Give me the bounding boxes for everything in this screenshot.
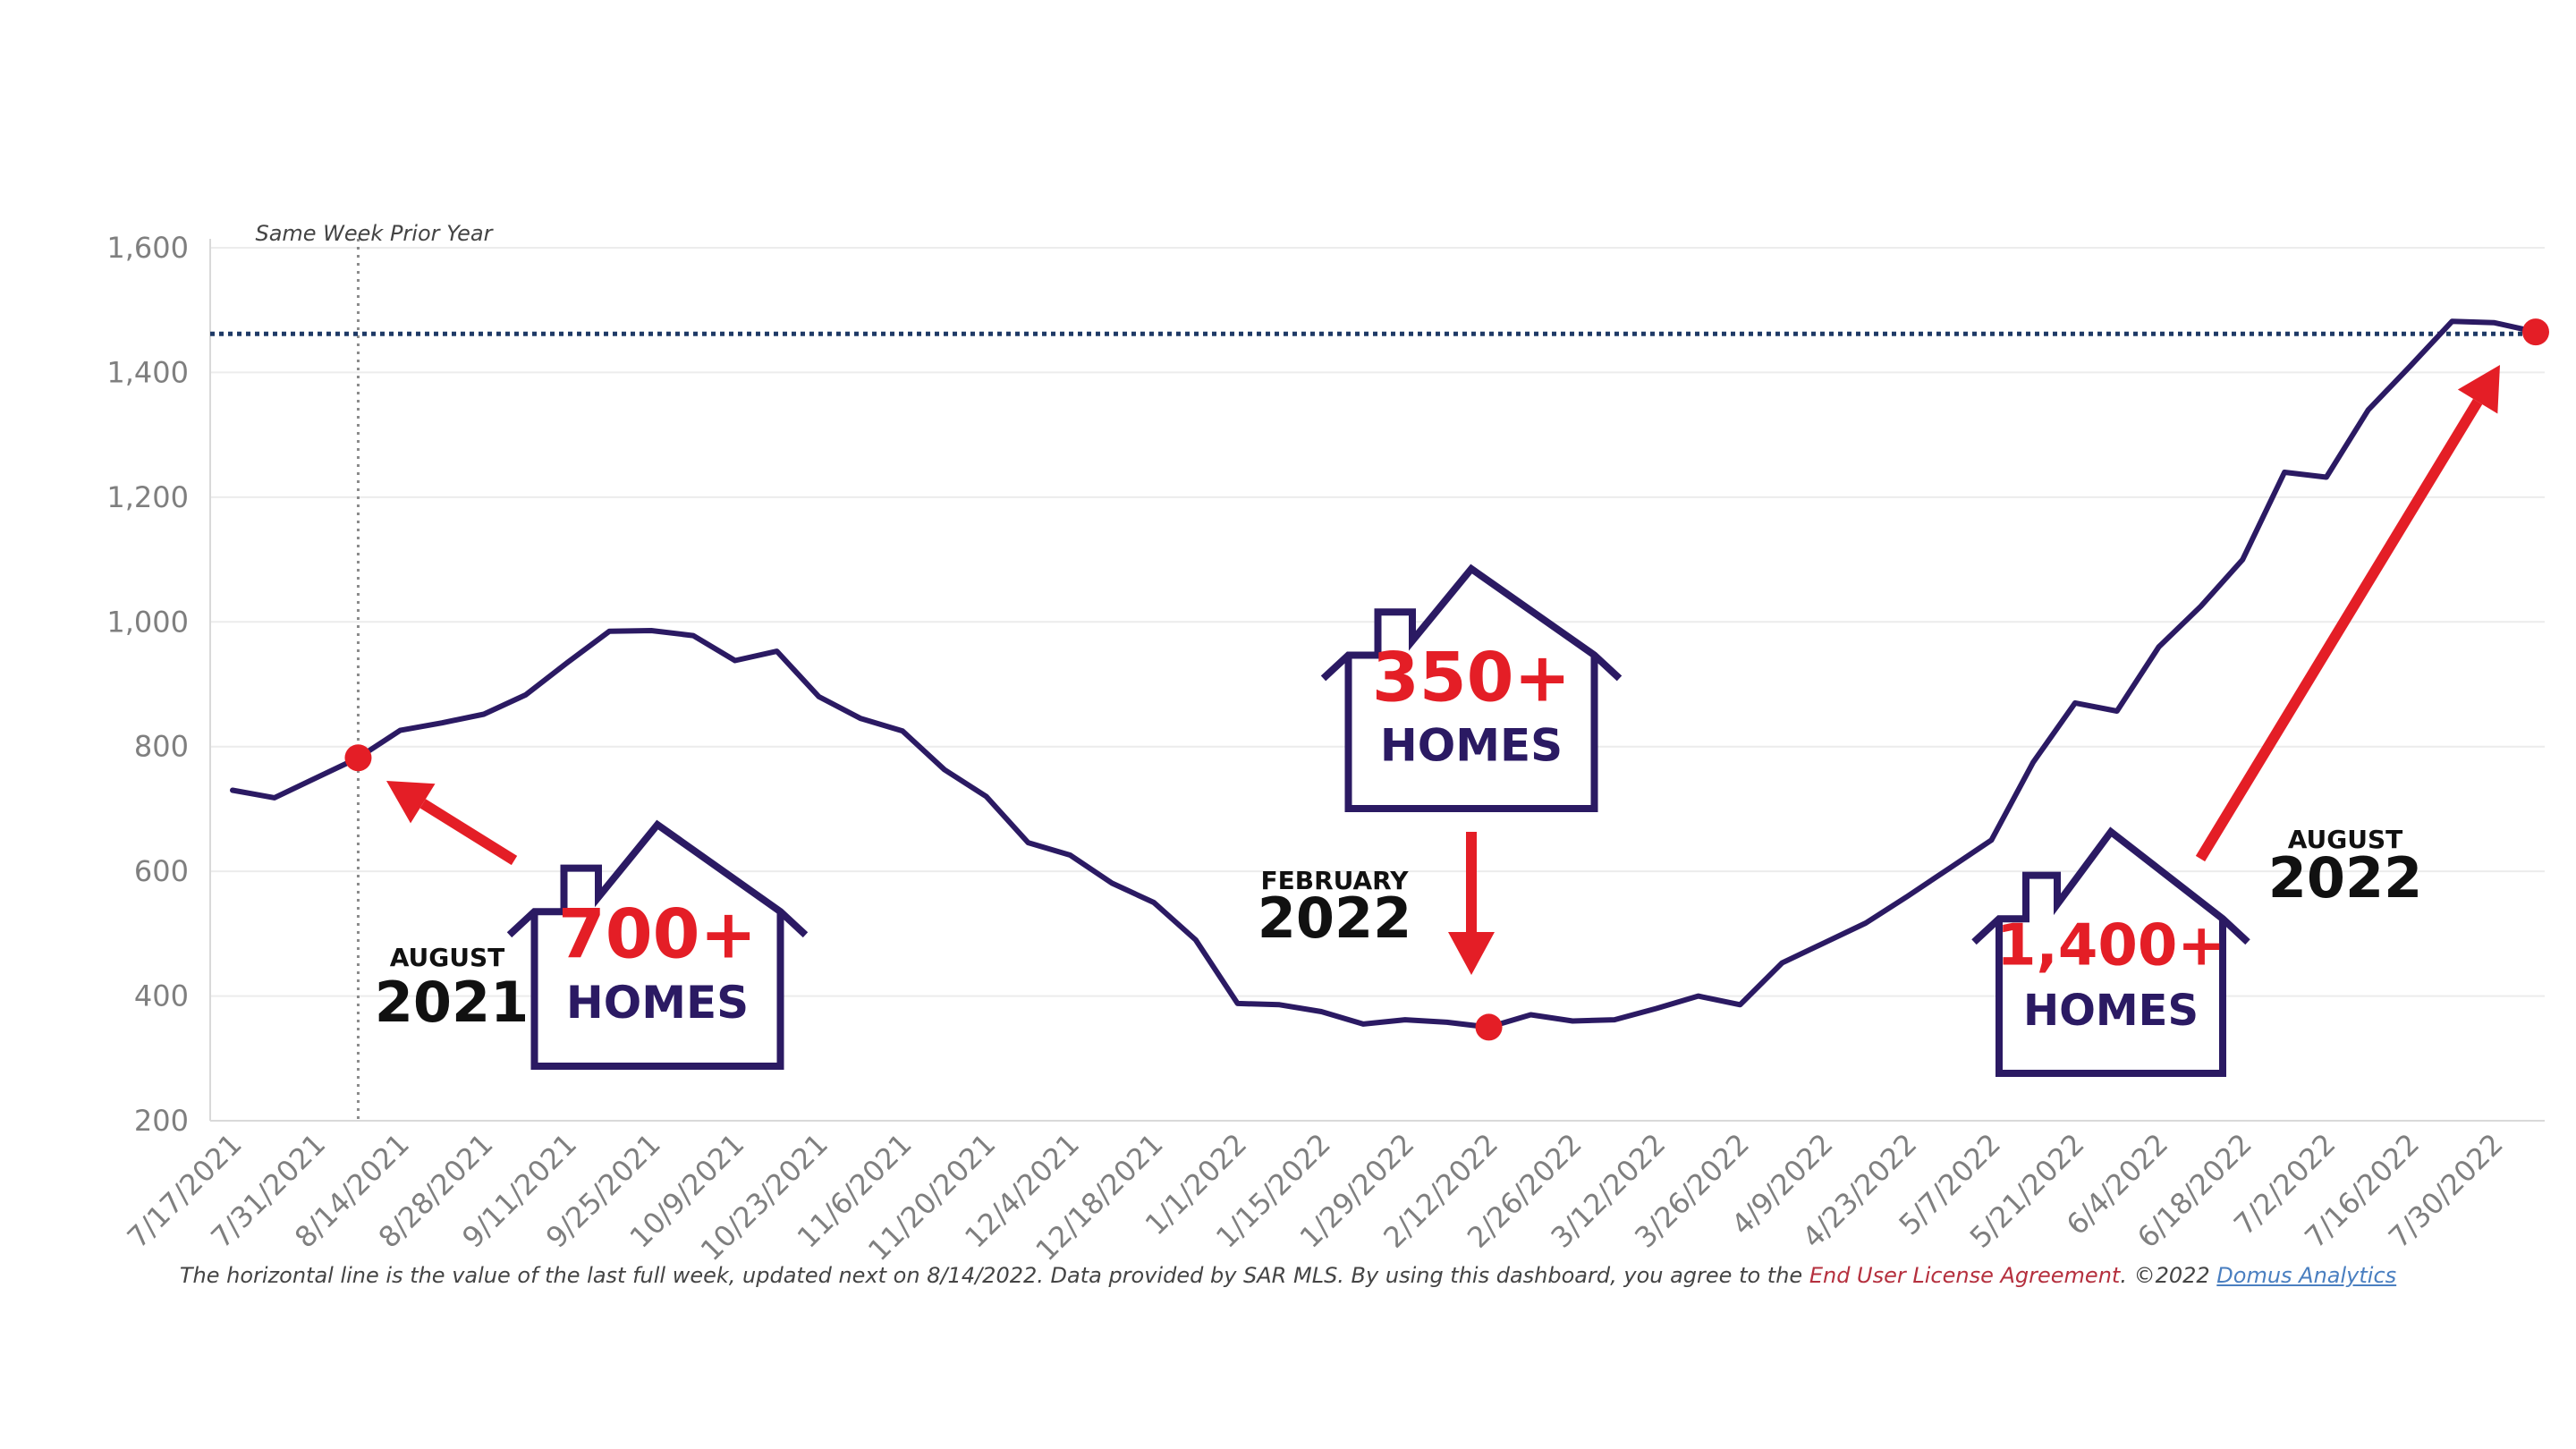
series-line [230, 318, 2538, 1030]
annotation-homes-label: HOMES [2023, 986, 2199, 1036]
footer-copyright: . ©2022 [2120, 1263, 2217, 1288]
y-tick-label: 200 [134, 1104, 189, 1138]
annotation-count: 1,400+ [1996, 913, 2225, 979]
series-line-group [230, 318, 2538, 1030]
annotation-arrow-shaft [419, 799, 518, 866]
reference-week-marker: Same Week Prior Year [255, 221, 495, 1121]
annotation-arrow-head [386, 781, 436, 824]
annotation-arrow-shaft [2195, 398, 2483, 862]
house-icon [506, 819, 809, 1070]
y-tick-label: 400 [134, 979, 189, 1013]
y-tick-label: 800 [134, 730, 189, 764]
annotation-year: 2022 [1258, 886, 1412, 951]
annotation-arrow-head [2457, 365, 2500, 414]
house-icon [1320, 564, 1623, 812]
y-tick-label: 1,400 [106, 355, 189, 389]
eula-link[interactable]: End User License Agreement [1809, 1263, 2121, 1288]
annotation-homes-label: HOMES [1380, 719, 1563, 771]
annotation-month: AUGUST [390, 943, 505, 972]
highlight-point [1475, 1013, 1503, 1041]
x-axis: 7/17/20217/31/20218/14/20218/28/20219/11… [121, 1127, 2510, 1267]
footer-text: The horizontal line is the value of the … [179, 1263, 1809, 1288]
highlight-point [344, 744, 372, 772]
annotation-homes-label: HOMES [566, 977, 749, 1029]
y-axis: 200 400 600 800 1,000 1,200 1,400 1,600 [106, 231, 2545, 1138]
domus-analytics-link[interactable]: Domus Analytics [2216, 1263, 2397, 1288]
house-icon [1971, 826, 2250, 1077]
y-tick-label: 600 [134, 854, 189, 888]
annotation-year: 2021 [375, 970, 530, 1035]
highlight-point [2522, 318, 2549, 346]
footer-note: The horizontal line is the value of the … [0, 1263, 2576, 1288]
annotations: 700+HOMESAUGUST2021350+HOMESFEBRUARY2022… [344, 318, 2549, 1077]
annotation-count: 350+ [1372, 637, 1571, 716]
y-tick-label: 1,600 [106, 231, 189, 265]
annotation-count: 700+ [558, 894, 757, 974]
annotation-arrow-head [1448, 932, 1495, 975]
y-tick-label: 1,200 [106, 480, 189, 514]
annotation-year: 2022 [2268, 845, 2423, 911]
annotation-month: FEBRUARY [1260, 866, 1409, 895]
annotation-month: AUGUST [2288, 825, 2403, 854]
reference-week-label: Same Week Prior Year [255, 221, 494, 246]
y-tick-label: 1,000 [106, 605, 189, 639]
